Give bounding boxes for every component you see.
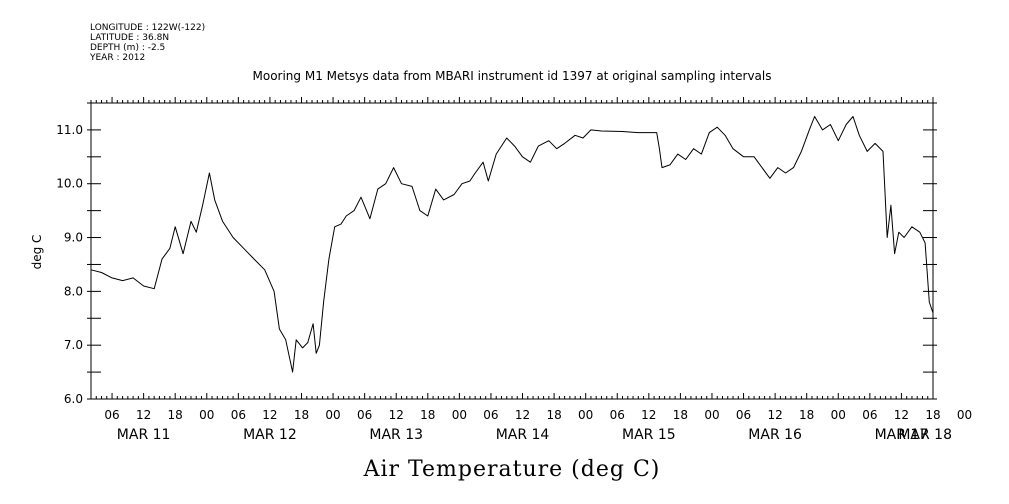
x-hour-label: 00 [831, 408, 846, 422]
x-hour-label: 06 [357, 408, 372, 422]
x-hour-label: 12 [641, 408, 656, 422]
x-hour-label: 18 [925, 408, 940, 422]
y-tick-label: 6.0 [64, 392, 83, 406]
x-day-label: MAR 12 [243, 427, 297, 443]
x-hour-label: 18 [799, 408, 814, 422]
series-group [90, 116, 934, 373]
latitude-label: LATITUDE : 36.8N [90, 33, 169, 43]
year-label: YEAR : 2012 [89, 53, 145, 63]
x-axis-label: Air Temperature (deg C) [363, 457, 661, 482]
y-tick-label: 11.0 [56, 123, 83, 137]
y-tick-label: 10.0 [56, 177, 83, 191]
chart-title: Mooring M1 Metsys data from MBARI instru… [253, 69, 772, 83]
x-hour-label: 06 [231, 408, 246, 422]
x-hour-label: 18 [673, 408, 688, 422]
x-day-label: MAR 11 [117, 427, 171, 443]
x-hour-label: 00 [199, 408, 214, 422]
x-hour-label: 12 [767, 408, 782, 422]
x-hour-label: 18 [294, 408, 309, 422]
x-hour-label: 00 [452, 408, 467, 422]
x-hour-label: 00 [704, 408, 719, 422]
x-hour-label: 00 [957, 408, 972, 422]
plot-frame [90, 102, 934, 400]
x-hour-label: 06 [736, 408, 751, 422]
y-tick-labels: 6.0 7.0 8.0 9.0 10.0 11.0 [56, 123, 83, 406]
series-line [90, 116, 934, 373]
x-hour-label: 06 [483, 408, 498, 422]
x-hour-label: 12 [262, 408, 277, 422]
y-tick-label: 8.0 [64, 284, 83, 298]
x-hour-label: 12 [136, 408, 151, 422]
y-tick-label: 9.0 [64, 231, 83, 245]
x-hour-label: 12 [515, 408, 530, 422]
x-hour-label: 12 [894, 408, 909, 422]
x-hour-label: 06 [610, 408, 625, 422]
x-day-label: MAR 15 [622, 427, 676, 443]
x-hour-label: 12 [389, 408, 404, 422]
x-hour-label: 18 [546, 408, 561, 422]
x-hour-label: 06 [104, 408, 119, 422]
x-hour-label: 00 [325, 408, 340, 422]
x-day-label: MAR 18 [898, 427, 952, 443]
y-tick-label: 7.0 [64, 338, 83, 352]
x-day-label: MAR 16 [748, 427, 802, 443]
x-day-label: MAR 17 [875, 427, 929, 443]
day-labels: MAR 11 MAR 12 MAR 13 MAR 14 MAR 15 MAR 16 MAR … [117, 427, 952, 443]
y-axis-label: deg C [30, 235, 44, 270]
axis-ticks [87, 97, 937, 400]
x-hour-label: 00 [578, 408, 593, 422]
longitude-label: LONGITUDE : 122W(-122) [90, 23, 205, 33]
depth-label: DEPTH (m) : -2.5 [90, 43, 165, 53]
x-hour-label: 18 [420, 408, 435, 422]
x-day-label: MAR 14 [496, 427, 550, 443]
x-hour-label: 06 [862, 408, 877, 422]
x-day-label: MAR 13 [369, 427, 423, 443]
x-hour-label: 18 [168, 408, 183, 422]
x-tick-labels: 06 12 18 00 06 12 18 00 06 12 18 00 06 12 18 00 06 12 18 00… [104, 408, 972, 422]
